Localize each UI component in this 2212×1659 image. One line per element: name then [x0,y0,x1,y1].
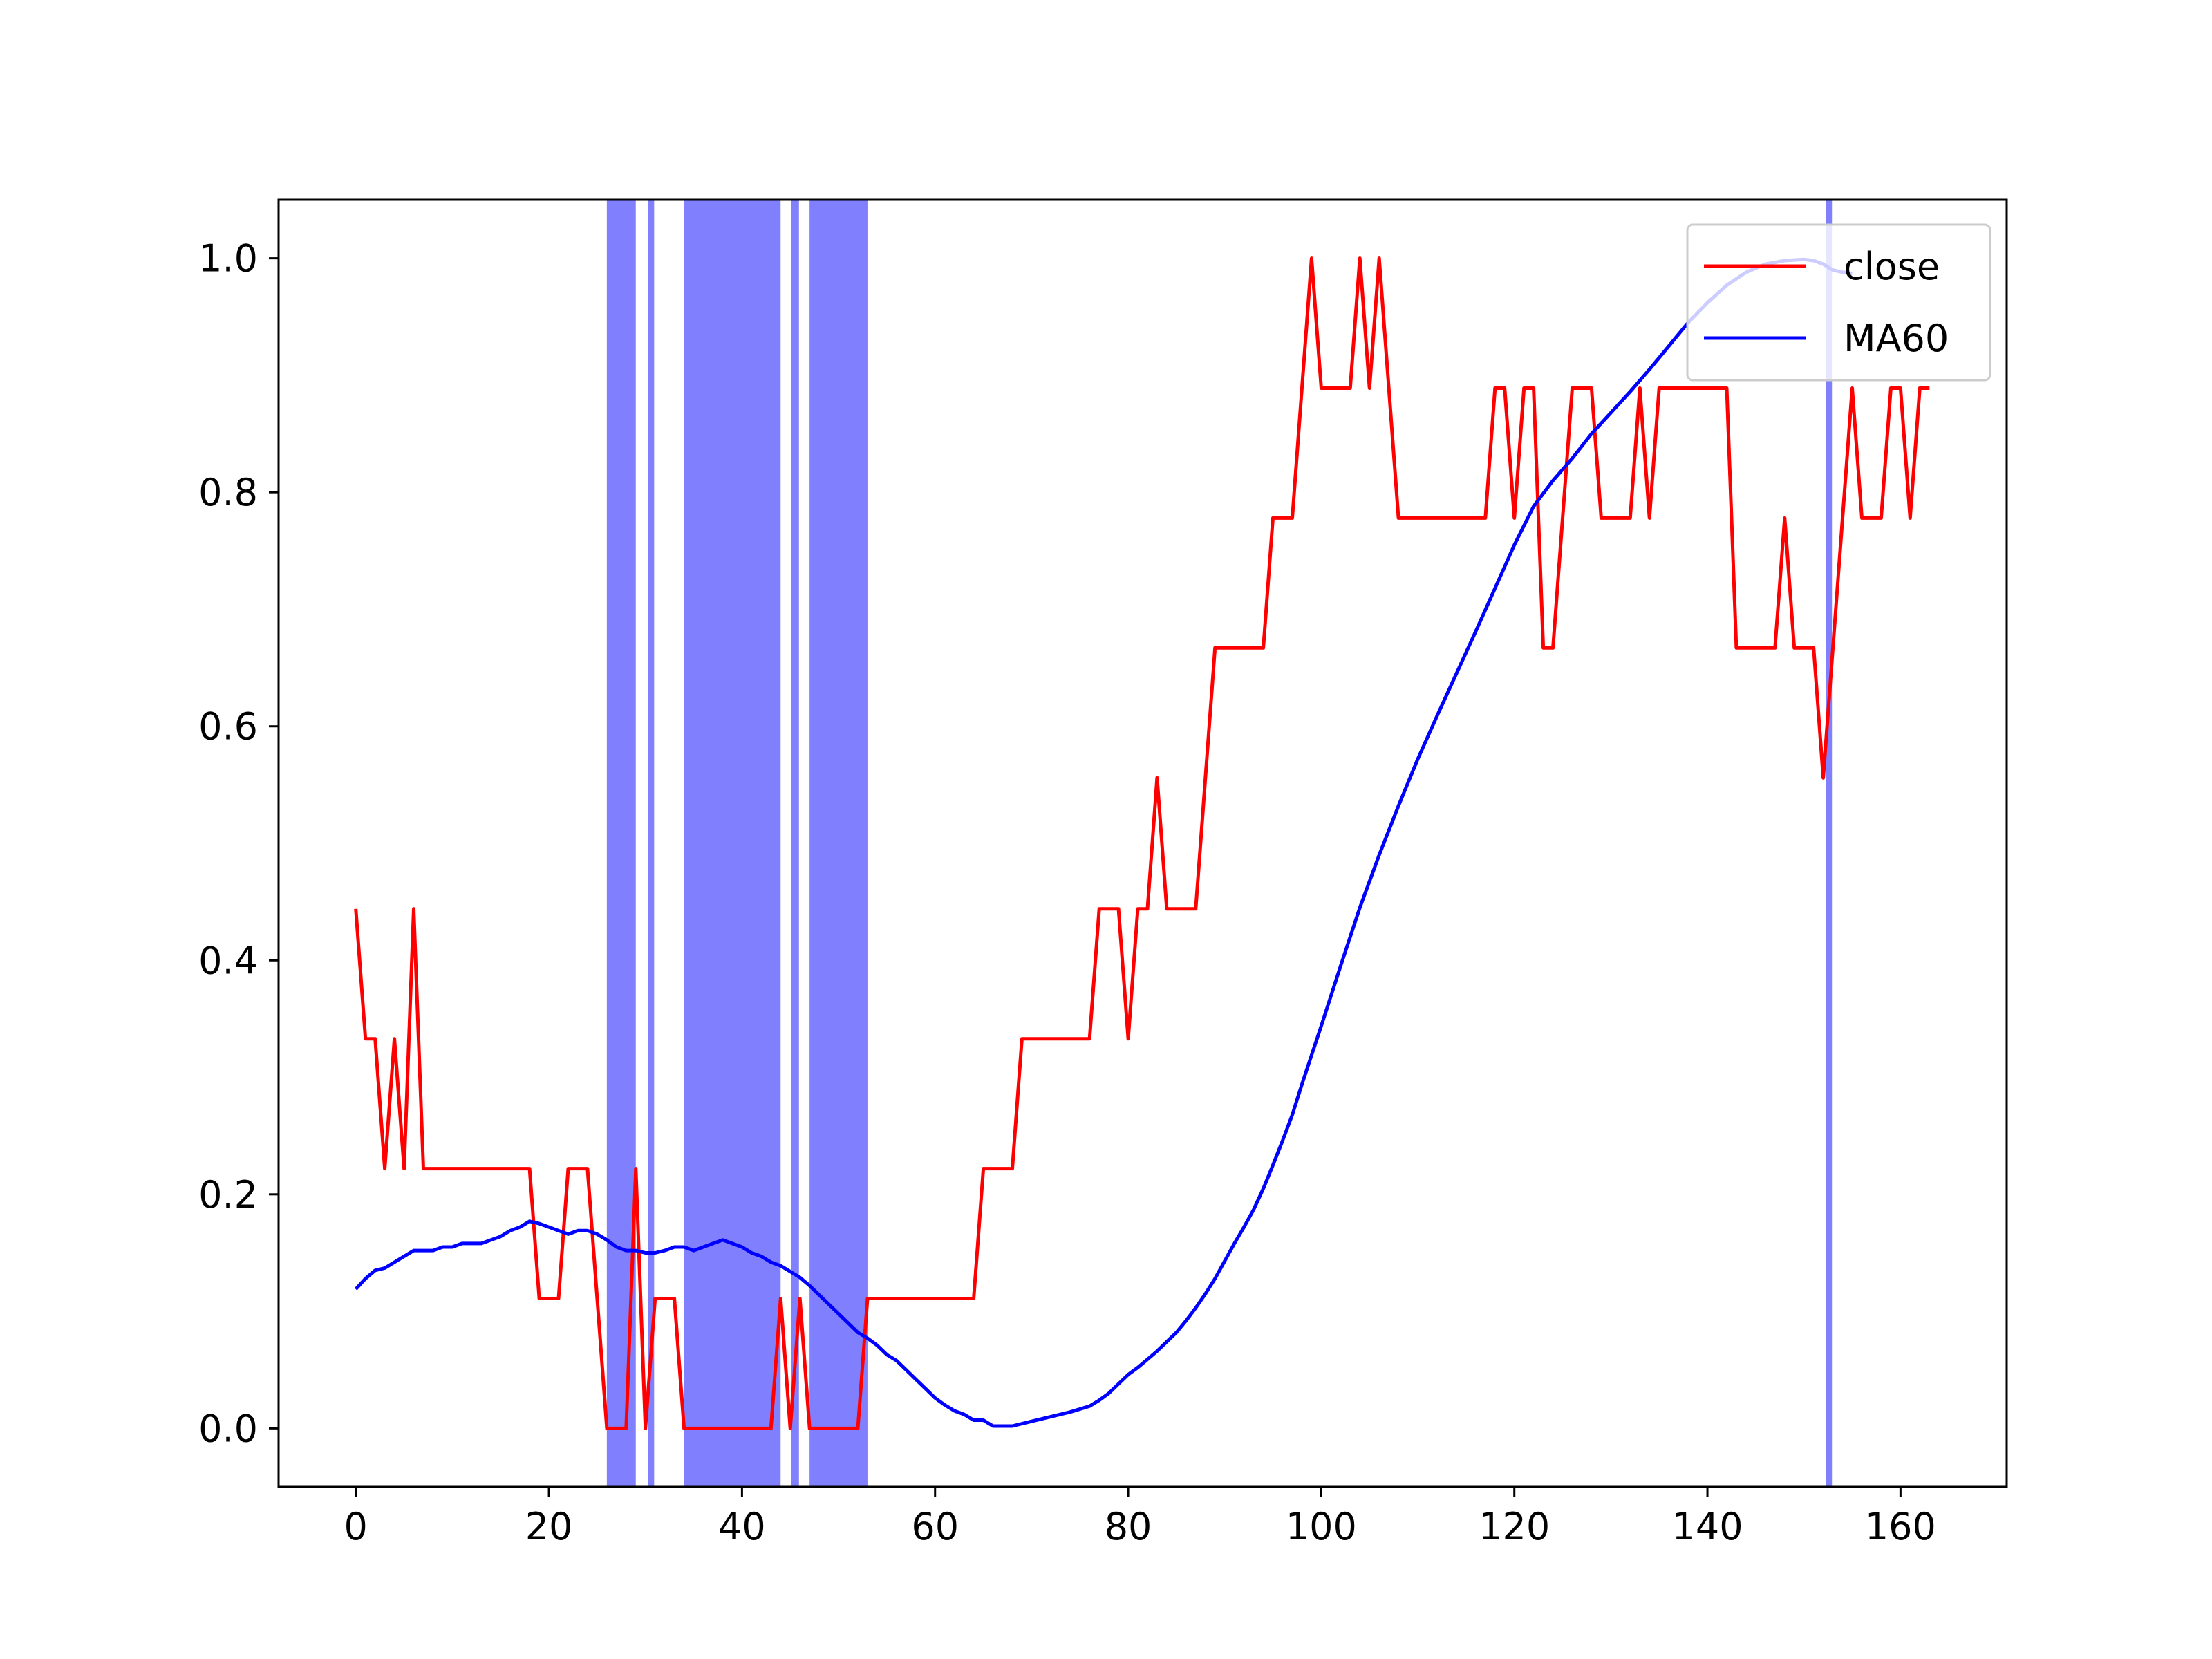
y-tick-label: 1.0 [198,237,258,281]
highlight-span [648,200,655,1487]
series-line-ma60 [354,257,1853,1428]
legend: close MA60 [1686,223,1991,382]
axis-ticks: 0 20 40 60 80 100 120 140 160 0.0 0.2 0.4 0.6 0.8 1.0 [198,237,1936,1548]
y-tick-label: 0.6 [198,705,258,749]
y-tick-label: 0.0 [198,1407,258,1450]
x-tick-label: 20 [525,1505,573,1548]
x-tick-label: 0 [344,1505,368,1548]
x-tick-label: 100 [1286,1505,1357,1548]
x-tick-label: 40 [718,1505,766,1548]
x-tick-label: 60 [911,1505,959,1548]
x-tick-label: 80 [1105,1505,1152,1548]
legend-box [1686,223,1991,382]
legend-label-ma60: MA60 [1844,317,1949,360]
x-tick-label: 140 [1672,1505,1743,1548]
y-tick-label: 0.2 [198,1173,258,1217]
highlight-spans [606,200,1833,1487]
highlight-span [1826,200,1833,1487]
series-line-close [354,256,1930,1430]
highlight-span [684,200,781,1487]
plot-frame [277,198,2008,1488]
y-tick-label: 0.4 [198,939,258,982]
legend-label-close: close [1844,245,1940,288]
highlight-span [809,200,868,1487]
x-tick-label: 160 [1865,1505,1936,1548]
x-tick-label: 120 [1479,1505,1550,1548]
y-tick-label: 0.8 [198,471,258,514]
series-lines [354,256,1930,1430]
highlight-span [791,200,799,1487]
